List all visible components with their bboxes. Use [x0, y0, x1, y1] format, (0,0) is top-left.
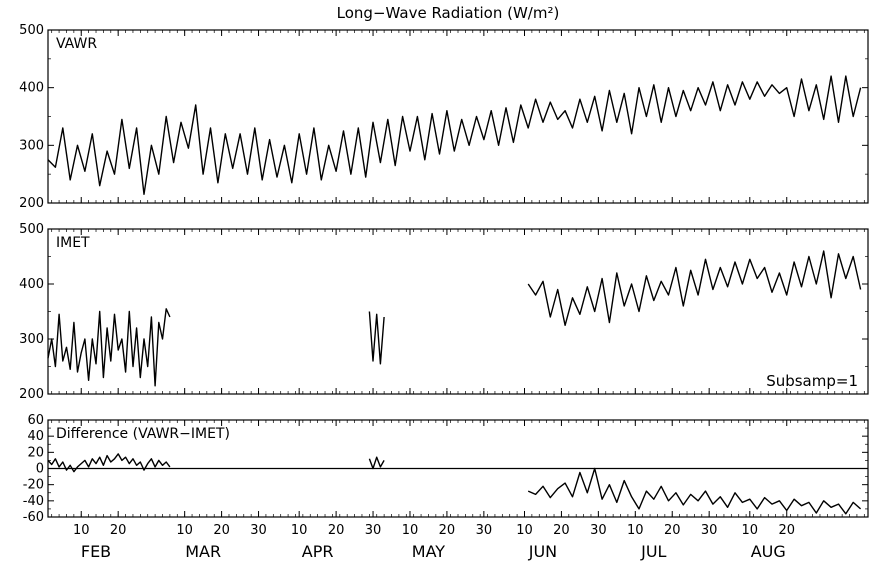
x-day-label: 10	[742, 523, 759, 538]
x-month-label: MAR	[185, 542, 221, 561]
x-day-label: 20	[110, 523, 127, 538]
x-axis: 10 20 10 20 30 10 20 30 10 20 30 10 20 30 10 20 30 10 20 FE…	[73, 30, 795, 561]
x-day-label: 20	[553, 523, 570, 538]
series-line-middle-0	[47, 308, 171, 387]
y-tick-label: 400	[19, 81, 44, 96]
y-tick-label: -60	[23, 510, 44, 525]
y-tick-label: 0	[36, 462, 44, 477]
panel-label: IMET	[56, 235, 90, 251]
series-line-middle-2	[527, 250, 862, 326]
panel-middle: 500 400 300 200 IMET Subsamp=1	[19, 222, 869, 402]
x-day-label: 20	[778, 523, 795, 538]
y-tick-label: 20	[27, 445, 44, 460]
x-month-label: APR	[302, 542, 334, 561]
y-tick-label: 400	[19, 277, 44, 292]
x-day-label: 20	[213, 523, 230, 538]
x-day-label: 20	[664, 523, 681, 538]
y-tick-label: 60	[27, 413, 44, 428]
y-tick-label: 200	[19, 196, 44, 211]
chart-title: Long−Wave Radiation (W/m²)	[337, 4, 560, 22]
panel-frame	[47, 228, 869, 395]
x-month-label: JUN	[528, 542, 557, 561]
x-day-label: 30	[250, 523, 267, 538]
x-month-label: JUL	[640, 542, 666, 561]
panel-label: VAWR	[56, 36, 97, 52]
series-line-bottom-2	[527, 467, 862, 515]
x-day-label: 30	[365, 523, 382, 538]
chart-panels: 500400300200VAWR500400300200IMETSubsamp=…	[19, 23, 869, 525]
x-day-label: 10	[176, 523, 193, 538]
series-line-top-0	[47, 75, 862, 196]
y-tick-label: -40	[23, 494, 44, 509]
subsample-note: Subsamp=1	[766, 372, 858, 390]
x-day-label: 10	[73, 523, 90, 538]
x-day-label: 30	[476, 523, 493, 538]
x-day-label: 30	[701, 523, 718, 538]
x-day-label: 20	[439, 523, 456, 538]
x-month-label: MAY	[412, 542, 446, 561]
x-day-label: 10	[402, 523, 419, 538]
x-day-label: 10	[291, 523, 308, 538]
panel-top: 500 400 300 200 VAWR	[19, 23, 869, 211]
series-line-bottom-0	[47, 453, 171, 473]
series-line-bottom-1	[368, 456, 385, 470]
y-tick-label: 300	[19, 332, 44, 347]
x-day-label: 10	[627, 523, 644, 538]
y-tick-label: 300	[19, 138, 44, 153]
y-tick-label: 40	[27, 429, 44, 444]
y-tick-label: -20	[23, 478, 44, 493]
x-day-label: 10	[516, 523, 533, 538]
y-tick-label: 200	[19, 387, 44, 402]
y-tick-label: 500	[19, 222, 44, 237]
x-day-label: 20	[328, 523, 345, 538]
series-line-middle-1	[368, 311, 385, 365]
x-month-label: FEB	[81, 542, 111, 561]
x-month-label: AUG	[751, 542, 786, 561]
panel-label: Difference (VAWR−IMET)	[56, 426, 230, 442]
panel-frame	[47, 29, 869, 204]
y-tick-label: 500	[19, 23, 44, 38]
x-day-label: 30	[590, 523, 607, 538]
